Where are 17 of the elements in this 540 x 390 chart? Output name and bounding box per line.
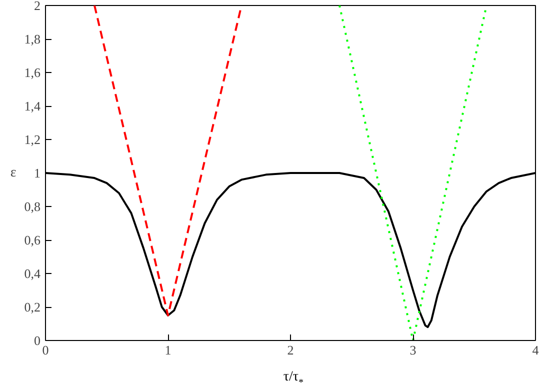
- y-tick-label: 0: [34, 333, 40, 348]
- x-tick-label: 3: [410, 342, 416, 358]
- y-tick-label: 1,8: [24, 32, 40, 46]
- x-tick-label: 4: [532, 342, 540, 358]
- y-tick-label: 0,8: [24, 199, 40, 214]
- y-tick-label: 1,6: [24, 65, 41, 80]
- x-tick-label: 1: [164, 342, 172, 358]
- y-tick-label: 1,4: [24, 98, 41, 114]
- y-tick-label: 1,2: [24, 132, 40, 147]
- y-tick-label: 2: [34, 0, 40, 13]
- y-tick-label: 0,4: [24, 266, 41, 281]
- y-tick-label: 0,6: [24, 232, 41, 248]
- x-tick-label: 2: [287, 342, 294, 358]
- y-tick-label: 1: [34, 166, 40, 180]
- y-axis-title: ε: [10, 166, 16, 180]
- y-tick-label: 0,2: [24, 300, 40, 314]
- x-axis-title: τ/τ*: [283, 369, 304, 388]
